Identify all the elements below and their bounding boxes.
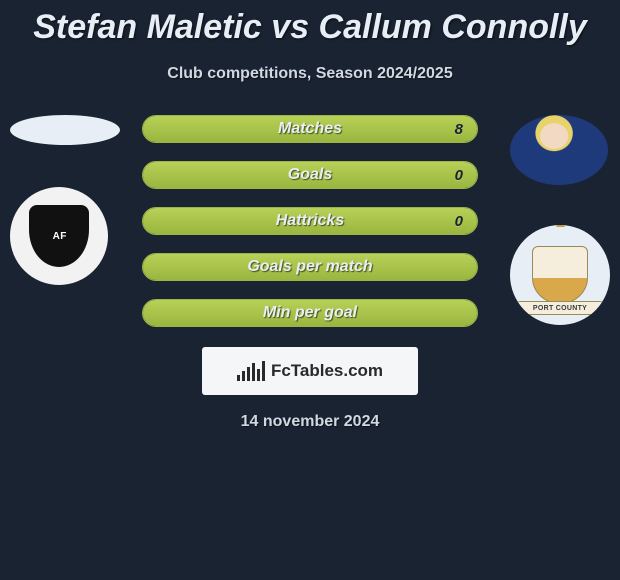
- stat-label: Goals: [143, 166, 477, 184]
- stat-value: 0: [455, 213, 463, 230]
- club-crest-right: ♞ PORT COUNTY: [510, 225, 610, 325]
- stat-label: Min per goal: [143, 304, 477, 322]
- stat-bar: Matches8: [142, 115, 478, 143]
- bar-chart-icon: [237, 361, 265, 381]
- stat-bar: Min per goal: [142, 299, 478, 327]
- left-column: A F: [10, 115, 120, 285]
- stat-bar: Hattricks0: [142, 207, 478, 235]
- stat-label: Hattricks: [143, 212, 477, 230]
- watermark-text: FcTables.com: [271, 361, 383, 381]
- stat-label: Goals per match: [143, 258, 477, 276]
- stat-label: Matches: [143, 120, 477, 138]
- subtitle: Club competitions, Season 2024/2025: [0, 65, 620, 83]
- stat-value: 0: [455, 167, 463, 184]
- crest-shield-icon: [532, 246, 588, 304]
- club-crest-left: A F: [10, 187, 108, 285]
- wm-bar: [242, 371, 245, 381]
- watermark: FcTables.com: [202, 347, 418, 395]
- wm-bar: [262, 361, 265, 381]
- wm-bar: [237, 375, 240, 381]
- wm-bar: [247, 367, 250, 381]
- right-column: ♞ PORT COUNTY: [510, 115, 610, 325]
- shield-letters: A F: [53, 231, 66, 242]
- crest-lion-icon: ♞: [552, 225, 568, 232]
- crest-banner: PORT COUNTY: [517, 301, 603, 315]
- shield-icon: A F: [29, 205, 89, 267]
- stat-bars: Matches8Goals0Hattricks0Goals per matchM…: [142, 115, 478, 327]
- stat-bar: Goals0: [142, 161, 478, 189]
- wm-bar: [257, 369, 260, 381]
- wm-bar: [252, 363, 255, 381]
- comparison-title: Stefan Maletic vs Callum Connolly: [0, 0, 620, 47]
- player-photo-left: [10, 115, 120, 145]
- player-photo-right: [510, 115, 608, 185]
- stat-value: 8: [455, 121, 463, 138]
- content-area: A F ♞ PORT COUNTY Matches8Goals0Hattrick…: [0, 115, 620, 431]
- stat-bar: Goals per match: [142, 253, 478, 281]
- date-text: 14 november 2024: [0, 413, 620, 431]
